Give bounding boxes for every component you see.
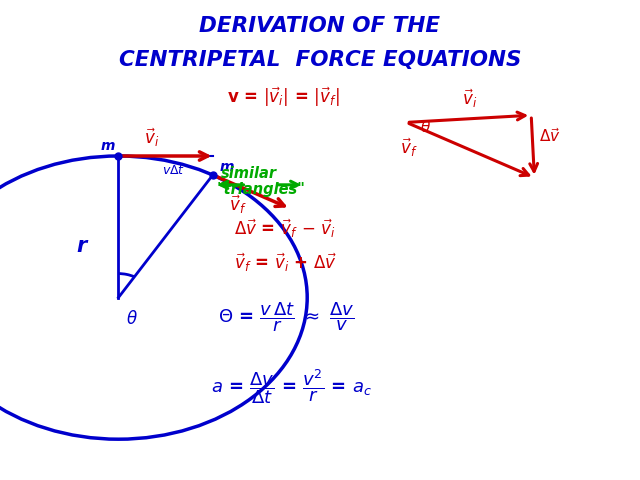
- Text: $\Delta\vec{v}$ = $\vec{v}_f$ $-$ $\vec{v}_i$: $\Delta\vec{v}$ = $\vec{v}_f$ $-$ $\vec{…: [234, 218, 335, 240]
- Text: similar: similar: [221, 166, 277, 180]
- Text: m: m: [100, 139, 115, 153]
- Text: v$\Delta$t: v$\Delta$t: [163, 164, 186, 177]
- Text: $a$ = $\dfrac{\Delta v}{\Delta t}$ = $\dfrac{v^2}{r}$ = $a_c$: $a$ = $\dfrac{\Delta v}{\Delta t}$ = $\d…: [211, 367, 372, 406]
- Text: $\vec{v}_i$: $\vec{v}_i$: [462, 87, 477, 109]
- Text: $\Theta$ = $\dfrac{v\,\Delta t}{r}$ $\approx$ $\dfrac{\Delta v}{v}$: $\Theta$ = $\dfrac{v\,\Delta t}{r}$ $\ap…: [218, 300, 355, 334]
- Text: $\theta$: $\theta$: [420, 119, 431, 135]
- Text: m: m: [219, 160, 234, 174]
- Text: DERIVATION OF THE: DERIVATION OF THE: [200, 16, 440, 36]
- Text: r: r: [77, 236, 87, 256]
- Text: v = $|\vec{v}_i|$ = $|\vec{v}_f|$: v = $|\vec{v}_i|$ = $|\vec{v}_f|$: [227, 86, 340, 109]
- Text: $\theta$: $\theta$: [126, 310, 138, 328]
- Text: "triangles": "triangles": [216, 182, 305, 197]
- Text: $\vec{v}_f$: $\vec{v}_f$: [229, 193, 246, 216]
- Text: $\Delta\vec{v}$: $\Delta\vec{v}$: [539, 127, 561, 144]
- Text: $\vec{v}_i$: $\vec{v}_i$: [144, 127, 159, 149]
- Text: CENTRIPETAL  FORCE EQUATIONS: CENTRIPETAL FORCE EQUATIONS: [119, 50, 521, 70]
- Text: $\vec{v}_f$: $\vec{v}_f$: [400, 136, 417, 158]
- Text: $\vec{v}_f$ = $\vec{v}_i$ + $\Delta\vec{v}$: $\vec{v}_f$ = $\vec{v}_i$ + $\Delta\vec{…: [234, 252, 337, 274]
